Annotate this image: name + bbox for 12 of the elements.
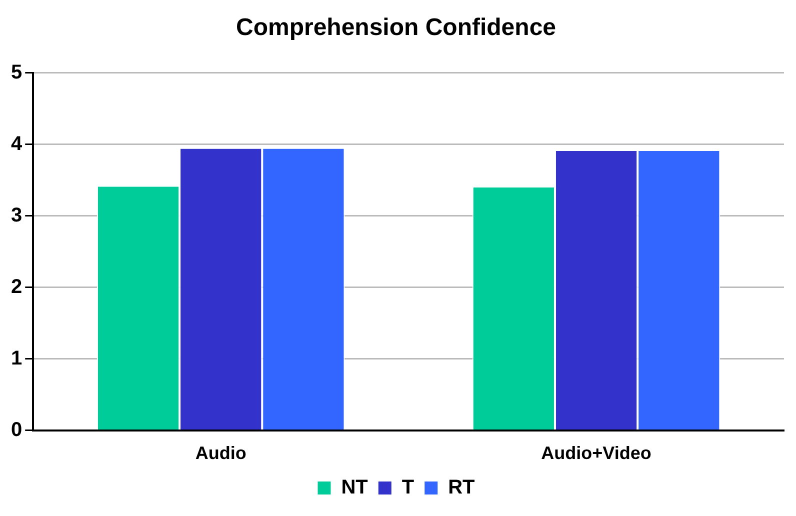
y-tick-label: 4 [11,132,23,155]
y-tick-label: 0 [11,418,22,441]
chart-title: Comprehension Confidence [236,14,556,42]
legend-label: NT [341,476,368,499]
x-tick-label: Audio [195,443,246,464]
x-tick-label: Audio+Video [541,443,652,464]
y-tick-label: 2 [11,276,22,298]
legend-label: RT [448,476,475,499]
y-tick-label: 5 [11,61,22,84]
y-tick-label: 1 [11,347,22,370]
legend-label: T [402,476,414,499]
y-tick-label: 3 [11,204,22,226]
